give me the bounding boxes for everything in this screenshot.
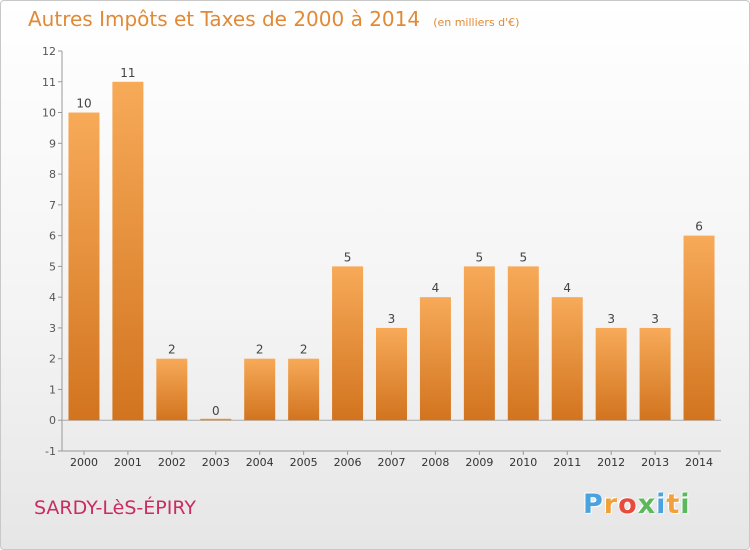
data-label: 3: [651, 312, 659, 326]
data-label: 2: [300, 343, 308, 357]
x-tick-label: 2005: [290, 456, 318, 469]
bar: [200, 418, 232, 421]
proxiti-logo: Proxiti: [583, 489, 691, 520]
y-tick-label: 0: [49, 414, 56, 427]
bar: [244, 358, 276, 421]
bar: [288, 358, 320, 421]
bar: [683, 235, 715, 421]
y-tick-label: 3: [49, 322, 56, 335]
x-tick-label: 2003: [202, 456, 230, 469]
x-tick-label: 2004: [246, 456, 274, 469]
brand-letter: i: [656, 489, 667, 520]
x-tick-label: 2012: [597, 456, 625, 469]
y-tick-label: 5: [49, 260, 56, 273]
y-tick-label: 6: [49, 230, 56, 243]
x-tick-label: 2007: [378, 456, 406, 469]
data-label: 3: [388, 312, 396, 326]
town-name: SARDY-LèS-ÉPIRY: [34, 497, 196, 519]
brand-letter: P: [583, 489, 604, 520]
x-tick-label: 2006: [334, 456, 362, 469]
bar: [68, 112, 100, 421]
brand-letter: r: [603, 489, 619, 520]
brand-letter: o: [618, 489, 638, 520]
data-label: 0: [212, 404, 220, 418]
data-label: 6: [695, 220, 703, 234]
x-tick-label: 2009: [465, 456, 493, 469]
data-label: 2: [168, 343, 176, 357]
y-tick-label: 7: [49, 199, 56, 212]
brand-letter: t: [666, 489, 681, 520]
data-label: 3: [607, 312, 615, 326]
bar: [332, 266, 364, 421]
x-tick-label: 2008: [421, 456, 449, 469]
y-tick-label: 9: [49, 137, 56, 150]
bars: [68, 81, 715, 421]
x-tick-label: 2014: [685, 456, 713, 469]
x-tick-label: 2013: [641, 456, 669, 469]
bar: [376, 327, 407, 421]
data-label: 10: [76, 97, 91, 111]
y-tick-label: 12: [42, 45, 56, 58]
data-label: 2: [256, 343, 264, 357]
y-tick-label: 1: [49, 383, 56, 396]
x-tick-label: 2002: [158, 456, 186, 469]
y-tick-label: 4: [49, 291, 56, 304]
y-tick-label: 11: [42, 76, 56, 89]
bar: [595, 327, 627, 421]
y-tick-label: 8: [49, 168, 56, 181]
x-tick-label: 2011: [553, 456, 581, 469]
bar: [463, 266, 495, 421]
data-labels: 10 11 2 0 2 2 5 3 4 5 5 4 3 3 6: [76, 66, 703, 418]
chart-subtitle: (en milliers d'€): [433, 16, 520, 29]
x-tick-label: 2000: [70, 456, 98, 469]
data-label: 11: [120, 66, 135, 80]
bar: [551, 297, 583, 421]
x-tick-label: 2001: [114, 456, 142, 469]
y-tick-label: -1: [45, 445, 56, 458]
x-tick-label: 2010: [509, 456, 537, 469]
brand-letter: x: [637, 489, 657, 520]
brand-letter: i: [680, 489, 691, 520]
data-label: 5: [344, 250, 352, 264]
chart-title-row: Autres Impôts et Taxes de 2000 à 2014 (e…: [28, 7, 519, 31]
bar: [507, 266, 539, 421]
bar: [419, 297, 451, 421]
data-label: 4: [563, 281, 571, 295]
bar: [112, 81, 144, 421]
y-tick-label: 2: [49, 353, 56, 366]
bar: [156, 358, 188, 421]
bar: [639, 327, 671, 421]
data-label: 4: [432, 281, 440, 295]
y-tick-label: 10: [42, 107, 56, 120]
data-label: 5: [519, 250, 527, 264]
chart-title: Autres Impôts et Taxes de 2000 à 2014: [28, 7, 421, 31]
data-label: 5: [476, 250, 484, 264]
